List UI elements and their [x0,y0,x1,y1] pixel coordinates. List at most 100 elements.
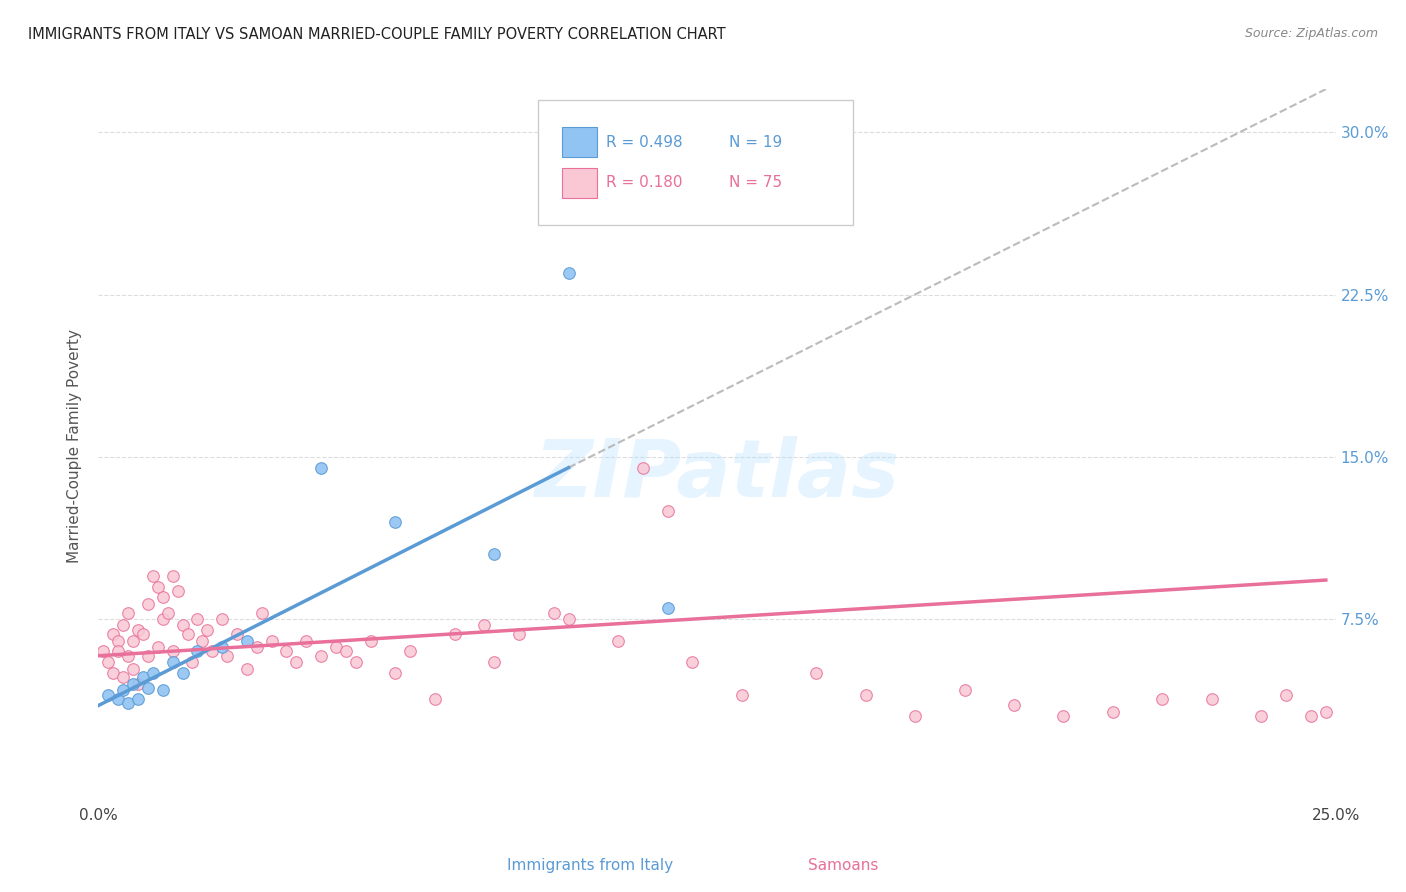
Text: Samoans: Samoans [808,858,879,872]
Point [103,627,125,641]
Point [250,606,273,620]
Point [97,655,120,669]
Point [117,648,139,663]
Point [172,618,194,632]
Point [1052,709,1074,723]
Point [136,597,159,611]
Point [384,666,406,681]
Point [276,644,298,658]
Point [217,648,239,663]
Point [681,655,703,669]
Text: Immigrants from Italy: Immigrants from Italy [508,858,673,872]
Point [195,623,218,637]
Point [295,633,318,648]
Point [132,627,155,641]
Point [186,644,208,658]
Point [117,696,139,710]
Point [309,648,332,663]
Point [855,688,877,702]
Point [607,633,630,648]
Text: N = 19: N = 19 [730,135,783,150]
Point [226,627,249,641]
Point [360,633,382,648]
Bar [562,168,598,198]
Point [260,633,283,648]
Point [107,644,129,658]
Point [162,568,184,582]
Point [156,606,179,620]
Point [211,640,233,654]
Point [127,623,149,637]
Text: N = 75: N = 75 [730,175,783,190]
Point [181,655,204,669]
Text: R = 0.180: R = 0.180 [606,175,682,190]
Point [1315,705,1337,719]
Point [904,709,927,723]
Point [423,692,446,706]
Point [1002,698,1025,713]
Point [146,580,169,594]
Point [201,644,224,658]
Point [152,683,174,698]
Point [93,644,115,658]
Point [1275,688,1298,702]
Text: Source: ZipAtlas.com: Source: ZipAtlas.com [1244,27,1378,40]
Point [657,504,679,518]
Text: IMMIGRANTS FROM ITALY VS SAMOAN MARRIED-COUPLE FAMILY POVERTY CORRELATION CHART: IMMIGRANTS FROM ITALY VS SAMOAN MARRIED-… [28,27,725,42]
Point [97,688,120,702]
Point [335,644,357,658]
Point [631,460,654,475]
Point [484,547,506,561]
Point [122,677,145,691]
Point [1299,709,1322,723]
Point [103,666,125,681]
Point [804,666,827,681]
Point [508,627,530,641]
Point [1102,705,1125,719]
Point [136,681,159,696]
Point [191,633,214,648]
Point [127,677,149,691]
Point [112,618,135,632]
Point [484,655,506,669]
Point [557,612,579,626]
Point [152,591,174,605]
Point [122,662,145,676]
Point [146,640,169,654]
Point [309,460,332,475]
Point [1152,692,1174,706]
Point [112,670,135,684]
Point [325,640,347,654]
Point [127,692,149,706]
Point [731,688,754,702]
Point [443,627,465,641]
Point [117,606,139,620]
Point [344,655,367,669]
Point [399,644,422,658]
Point [1250,709,1272,723]
Point [236,633,259,648]
Point [107,633,129,648]
Point [211,612,233,626]
Point [132,670,155,684]
Point [142,666,165,681]
Text: ZIPatlas: ZIPatlas [534,435,900,514]
Point [557,266,579,280]
Y-axis label: Married-Couple Family Poverty: Married-Couple Family Poverty [67,329,83,563]
Point [953,683,976,698]
FancyBboxPatch shape [537,100,853,225]
Point [162,655,184,669]
Text: R = 0.498: R = 0.498 [606,135,682,150]
Point [186,612,208,626]
Point [122,633,145,648]
Point [112,683,135,698]
Point [176,627,198,641]
Point [152,612,174,626]
Point [136,648,159,663]
Point [236,662,259,676]
Point [162,644,184,658]
Point [246,640,269,654]
Point [172,666,194,681]
Point [657,601,679,615]
Point [543,606,565,620]
